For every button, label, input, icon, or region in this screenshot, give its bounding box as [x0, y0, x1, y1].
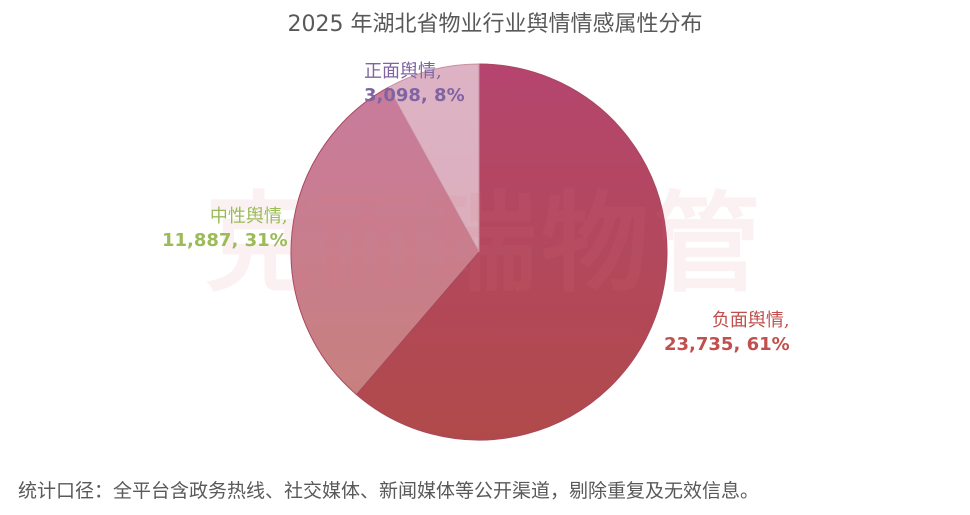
pie-slice-negative — [355, 63, 668, 441]
label-value-positive: 3,098, 8% — [364, 85, 465, 106]
footnote: 统计口径：全平台含政务热线、社交媒体、新闻媒体等公开渠道，剔除重复及无效信息。 — [18, 480, 760, 502]
label-name-neutral: 中性舆情, — [209, 206, 288, 227]
data-label-negative: 负面舆情, 23,735, 61% — [664, 309, 790, 357]
data-label-positive: 正面舆情, 3,098, 8% — [364, 60, 465, 108]
pie-slice-neutral — [290, 86, 480, 396]
label-value-neutral: 11,887, 31% — [162, 230, 288, 251]
data-label-neutral: 中性舆情, 11,887, 31% — [162, 205, 288, 253]
label-name-positive: 正面舆情, — [364, 61, 442, 82]
label-name-negative: 负面舆情, — [711, 310, 790, 331]
pie-slice-positive — [387, 63, 480, 253]
chart-title: 2025 年湖北省物业行业舆情情感属性分布 — [287, 12, 703, 37]
label-value-negative: 23,735, 61% — [664, 334, 790, 355]
